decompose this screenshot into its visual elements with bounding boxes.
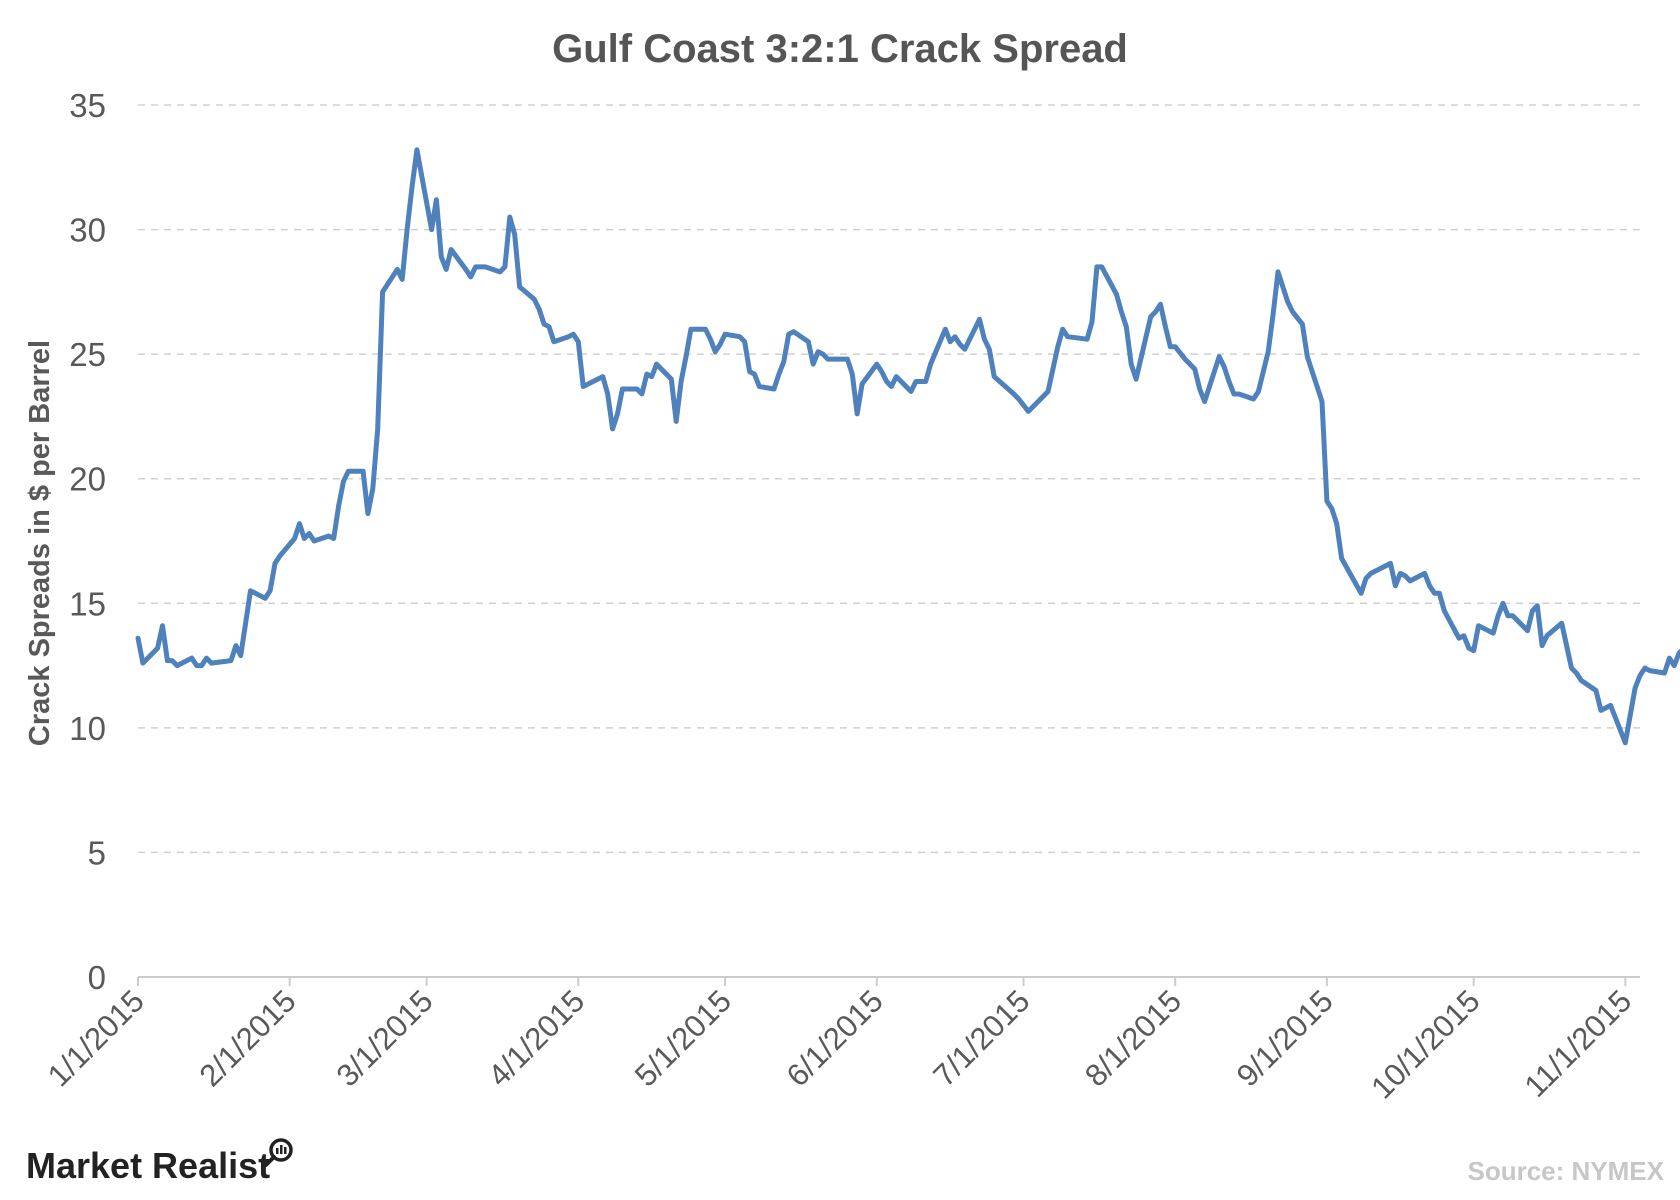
- y-tick-label: 0: [88, 959, 106, 996]
- x-tick-label: 3/1/2015: [330, 983, 440, 1093]
- x-tick-label: 11/1/2015: [1518, 983, 1639, 1104]
- y-tick-label: 20: [69, 461, 106, 498]
- x-tick-label: 10/1/2015: [1364, 983, 1486, 1105]
- x-tick-label: 4/1/2015: [481, 983, 591, 1093]
- x-tick-label: 7/1/2015: [926, 983, 1036, 1093]
- x-tick-label: 8/1/2015: [1078, 983, 1188, 1093]
- magnifier-icon: [264, 1138, 293, 1167]
- y-axis-ticks: 0 5 10 15 20 25 30 35: [69, 87, 106, 996]
- source-text: Source: NYMEX: [1468, 1156, 1665, 1186]
- x-tick-label: 6/1/2015: [780, 983, 890, 1093]
- y-tick-label: 15: [69, 585, 106, 622]
- y-tick-label: 5: [88, 834, 106, 871]
- y-tick-label: 25: [69, 336, 106, 373]
- x-tick-label: 2/1/2015: [193, 983, 303, 1093]
- y-axis-label: Crack Spreads in $ per Barrel: [24, 340, 56, 746]
- y-tick-label: 30: [69, 212, 106, 249]
- grid-lines: [138, 104, 1640, 854]
- x-tick-label: 1/1/2015: [41, 983, 151, 1093]
- x-tick-label: 5/1/2015: [628, 983, 738, 1093]
- logo-text: Market Realist: [26, 1145, 270, 1186]
- y-tick-label: 10: [69, 710, 106, 747]
- x-tick-label: 9/1/2015: [1230, 983, 1340, 1093]
- chart-title: Gulf Coast 3:2:1 Crack Spread: [552, 27, 1128, 71]
- x-axis-ticks: 1/1/2015 2/1/2015 3/1/2015 4/1/2015 5/1/2015…: [41, 977, 1638, 1105]
- series-line: [135, 147, 1680, 746]
- y-tick-label: 35: [69, 87, 106, 124]
